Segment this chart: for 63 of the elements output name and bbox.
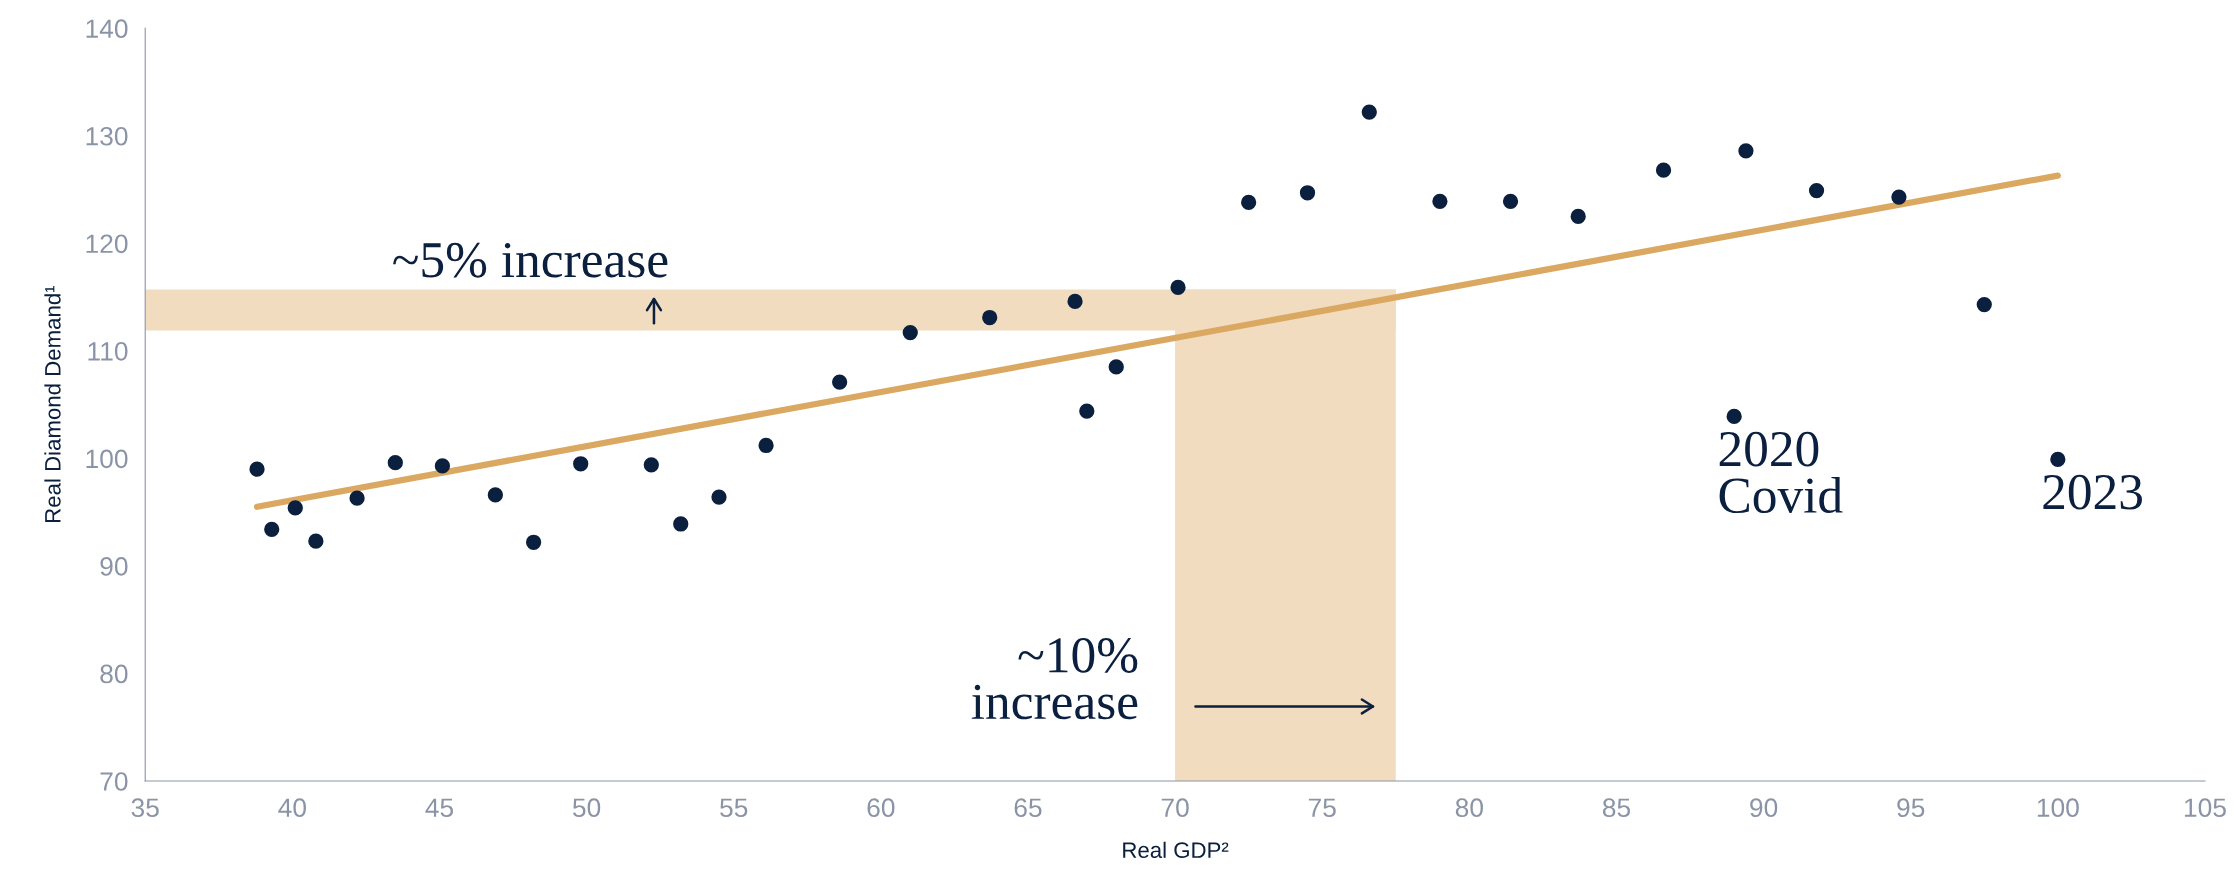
x-tick-label: 35: [131, 798, 159, 818]
point: [264, 521, 280, 537]
point: [287, 500, 303, 516]
point: [1976, 296, 1992, 313]
x-tick-label: 55: [720, 798, 748, 818]
x-tick-label: 70: [1161, 798, 1189, 818]
x-tick-label: 85: [1602, 798, 1631, 818]
point: [349, 490, 365, 506]
point: [1502, 193, 1519, 209]
point: [758, 437, 774, 454]
point: [902, 324, 918, 341]
point: [832, 374, 848, 390]
point: [1655, 162, 1672, 178]
y-tick-label: 120: [86, 234, 128, 254]
x-tick-label: 100: [2037, 798, 2079, 818]
x-tick-label: 60: [867, 798, 895, 818]
y-tick-label: 70: [100, 772, 128, 791]
point: [1726, 408, 1742, 425]
y-tick-label: 80: [100, 664, 128, 684]
point: [1738, 143, 1754, 159]
point: [573, 456, 589, 472]
point: [982, 309, 998, 326]
point: [1079, 403, 1095, 419]
point: [1432, 193, 1448, 209]
x-tick-label: 90: [1750, 798, 1778, 818]
annotation: 2020 Covid: [1719, 431, 1843, 514]
point: [387, 455, 403, 471]
point: [1570, 208, 1586, 225]
x-tick-label: 75: [1308, 798, 1336, 818]
x-tick-label: 80: [1455, 798, 1483, 818]
point: [1808, 182, 1825, 199]
point: [1067, 293, 1083, 310]
y-tick-label: 110: [88, 341, 128, 361]
annotation: ~10% increase: [971, 638, 1138, 720]
annotation: 2023: [2043, 474, 2142, 510]
x-tick-label: 95: [1897, 798, 1925, 818]
annotation: ~5% increase: [393, 242, 668, 278]
point: [1299, 185, 1316, 201]
x-tick-label: 40: [278, 798, 306, 818]
point: [525, 534, 542, 550]
y-axis-title: Real Diamond Demand¹: [44, 285, 61, 522]
y-tick-label: 90: [100, 557, 128, 576]
y-tick-label: 100: [86, 449, 128, 469]
point: [643, 457, 659, 473]
point: [1241, 194, 1257, 211]
point: [711, 489, 727, 505]
y-tick-label: 140: [86, 19, 128, 39]
point: [1891, 189, 1907, 205]
point: [1108, 359, 1124, 375]
point: [308, 533, 324, 549]
point: [249, 461, 265, 477]
x-axis-title: Real GDP²: [1123, 841, 1229, 859]
x-tick-label: 65: [1014, 798, 1042, 818]
point: [673, 516, 689, 532]
point: [1361, 104, 1377, 120]
y-tick-label: 130: [86, 126, 128, 146]
x-tick-label: 45: [425, 798, 454, 818]
point: [434, 458, 451, 474]
x-tick-label: 105: [2184, 798, 2226, 818]
point: [1170, 279, 1186, 296]
point: [487, 487, 503, 503]
x-tick-label: 50: [572, 798, 601, 818]
point: [2050, 451, 2066, 468]
